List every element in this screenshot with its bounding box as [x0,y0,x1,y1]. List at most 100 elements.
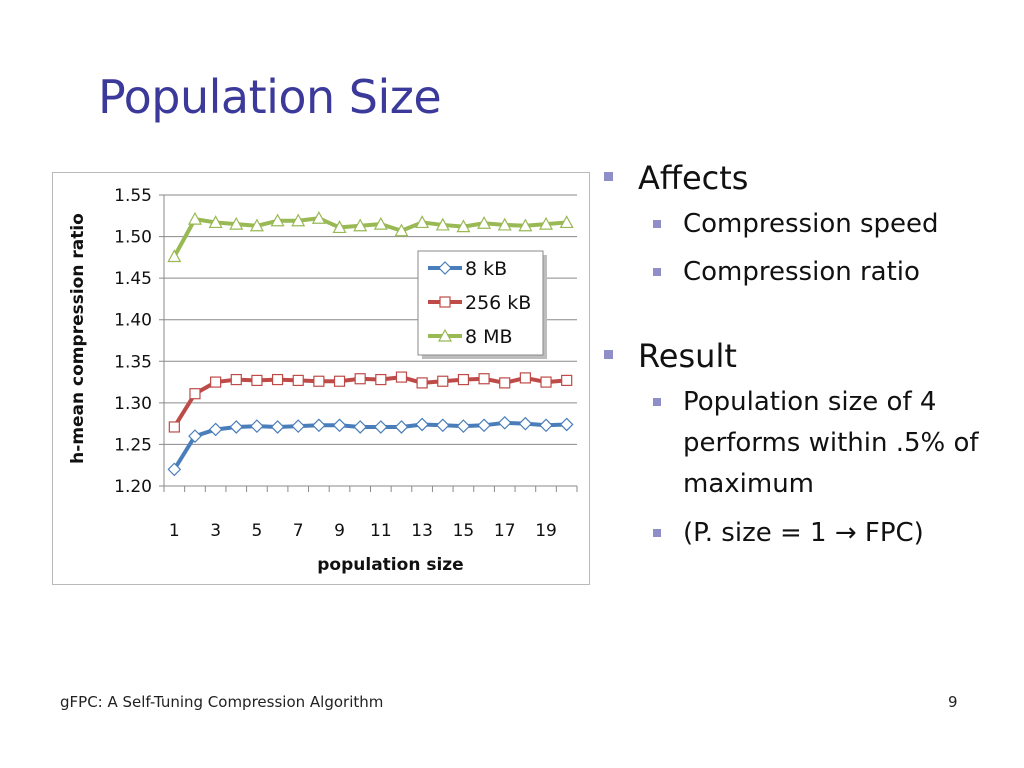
data-point [229,216,244,230]
legend-marker [438,261,452,275]
data-point [499,377,511,389]
data-point [292,374,304,387]
bullet-text: Population size of 4 performs within .5%… [683,387,979,499]
data-point [250,419,264,433]
x-tick-label: 13 [411,521,433,541]
footer-title: gFPC: A Self-Tuning Compression Algorith… [60,693,384,711]
data-point [271,373,284,386]
legend-label: 256 kB [465,292,531,314]
x-tick-label: 15 [453,521,475,541]
data-point [208,422,223,437]
data-point [168,421,180,433]
bullet-affects-label: Affects [638,159,749,197]
data-point [208,215,223,229]
data-point [187,211,202,225]
page-number: 9 [948,693,958,711]
x-tick-label: 17 [494,521,516,541]
data-point [332,418,347,433]
data-point [249,218,264,232]
data-point [539,216,554,230]
data-point [251,374,263,387]
data-point [559,417,574,432]
bullet-text: (P. size = 1 → FPC) [683,518,924,548]
bullet-square-icon [653,220,661,228]
bullet-compression-ratio: Compression ratio [600,252,1010,292]
x-tick-label: 11 [370,521,392,541]
data-point [311,211,326,224]
chart-container: 1.20 1.25 1.30 1.35 1.40 1.45 1.50 1.55 1 3 5 7 9 11 1… [52,172,590,585]
data-point [270,420,285,434]
y-tick-label: 1.25 [114,435,152,455]
data-point [519,372,531,384]
data-point [373,420,388,434]
data-point [373,216,388,230]
bullet-result: Result [600,336,1010,376]
data-point [312,418,326,433]
x-axis-title: population size [317,555,463,575]
data-point [188,429,202,443]
bullet-text: Compression ratio [683,257,920,287]
data-point [354,373,366,385]
data-point [353,420,368,434]
bullet-fpc: (P. size = 1 → FPC) [600,513,1010,553]
y-tick-label: 1.35 [114,352,152,372]
data-point [457,373,470,386]
data-point [456,419,471,433]
bullet-square-icon [604,172,613,181]
bullet-text: Compression speed [683,209,939,239]
bullet-compression-speed: Compression speed [600,204,1010,244]
legend-marker [437,328,453,342]
data-point [415,417,429,432]
legend-label: 8 MB [465,326,513,348]
legend-label: 8 kB [465,258,507,280]
x-tick-label: 1 [169,521,180,541]
data-point [456,219,471,233]
bullet-result-label: Result [638,337,737,375]
y-tick-label: 1.50 [114,228,152,248]
bullet-list: Affects Compression speed Compression ra… [600,158,1010,553]
data-point [539,418,553,433]
bullet-population-size: Population size of 4 performs within .5%… [600,382,1010,505]
data-point [167,249,182,263]
data-point [395,371,408,383]
y-tick-label: 1.45 [114,269,152,289]
data-point [437,375,449,387]
data-point [270,213,285,227]
x-tick-label: 3 [210,521,221,541]
data-point [394,420,409,434]
data-point [497,415,512,430]
bullet-affects: Affects [600,158,1010,198]
y-tick-label: 1.55 [114,186,152,206]
y-axis-title: h-mean compression ratio [68,213,88,464]
data-point [415,215,430,229]
data-point [561,374,573,387]
data-point [291,213,306,227]
data-point [416,377,428,389]
bullet-square-icon [653,529,661,537]
data-point [435,418,450,433]
bullet-square-icon [604,350,613,359]
x-tick-label: 7 [293,521,304,541]
data-point [167,462,182,477]
y-tick-label: 1.20 [114,477,152,497]
data-point [518,416,533,431]
legend-marker [439,296,451,308]
data-point [478,373,490,385]
x-tick-label: 5 [252,521,263,541]
data-point [518,218,533,232]
data-point [497,217,512,231]
y-tick-label: 1.30 [114,394,152,414]
y-tick-label: 1.40 [114,311,152,331]
data-point [435,217,450,231]
bullet-square-icon [653,398,661,406]
data-point [189,388,201,400]
line-chart: 1.201.251.301.351.401.451.501.551 3 5 7 9 11 1… [68,186,578,575]
data-point [477,418,491,433]
data-point [394,223,409,237]
slide-title: Population Size [98,70,442,124]
x-tick-label: 19 [535,521,557,541]
data-point [210,376,222,388]
data-point [559,215,574,229]
data-point [230,373,242,386]
data-point [375,373,387,386]
